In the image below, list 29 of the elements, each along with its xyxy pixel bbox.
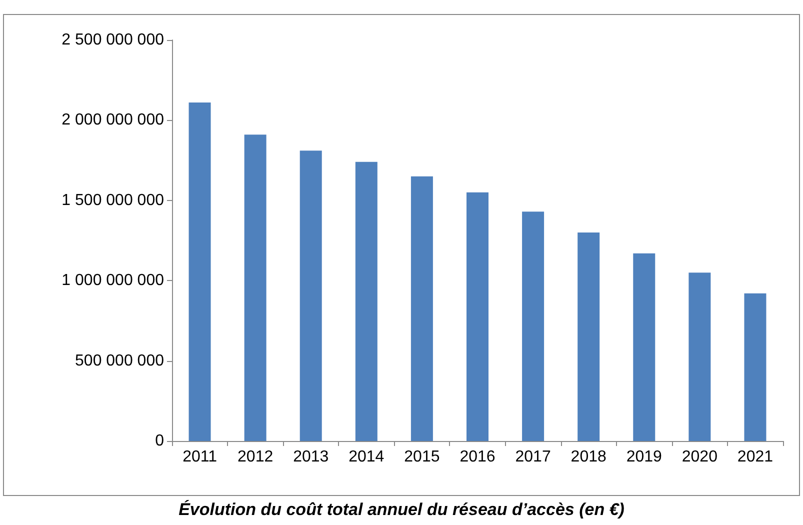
x-tick-label: 2020	[682, 448, 718, 466]
x-tick-label: 2011	[182, 448, 218, 466]
x-tick-label: 2012	[238, 448, 274, 466]
bar	[522, 212, 544, 441]
x-tick-label: 2017	[515, 448, 551, 466]
bar	[578, 232, 600, 441]
bar	[744, 293, 766, 441]
x-tick-label: 2019	[626, 448, 662, 466]
bar	[355, 162, 378, 441]
bar	[300, 150, 322, 441]
y-tick-label: 1 000 000 000	[62, 272, 164, 290]
x-tick-label: 2016	[460, 448, 496, 466]
x-tick-label: 2013	[293, 448, 329, 466]
bar	[244, 134, 266, 441]
y-tick-label: 0	[155, 432, 164, 450]
bar	[410, 176, 433, 441]
y-tick-label: 2 000 000 000	[62, 112, 164, 129]
bar	[188, 102, 211, 441]
y-tick-label: 500 000 000	[75, 352, 164, 370]
bar	[688, 272, 711, 441]
x-tick-label: 2015	[404, 448, 440, 466]
bar	[633, 253, 656, 441]
x-tick-label: 2021	[737, 448, 774, 466]
y-tick-label: 1 500 000 000	[62, 192, 164, 209]
y-tick-label: 2 500 000 000	[62, 32, 164, 48]
text: Évolution du coût total annuel du réseau d’accès (en €)	[178, 499, 625, 519]
x-tick-label: 2018	[570, 448, 606, 466]
x-tick-label: 2014	[348, 448, 384, 466]
bar	[466, 192, 488, 441]
